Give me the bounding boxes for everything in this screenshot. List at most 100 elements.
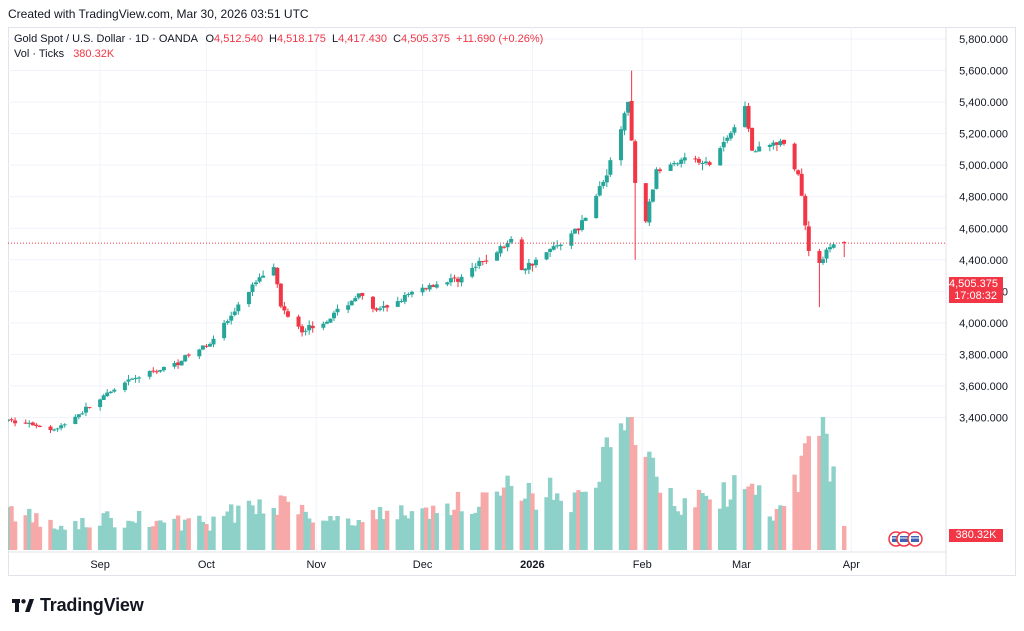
y-tick-label: 5,000.000 bbox=[959, 160, 1008, 172]
volume-bar bbox=[654, 476, 659, 550]
volume-bar bbox=[76, 529, 82, 550]
candle-body bbox=[236, 304, 241, 312]
legend-volume[interactable]: Vol · Ticks 380.32K bbox=[14, 48, 114, 60]
candle-body bbox=[498, 246, 503, 254]
volume-bar bbox=[310, 522, 315, 550]
tradingview-logo[interactable]: TradingView bbox=[12, 595, 144, 616]
grid-lines bbox=[8, 27, 946, 552]
volume-bar bbox=[593, 487, 599, 550]
candle-body bbox=[817, 251, 822, 263]
volume-bar bbox=[679, 514, 684, 550]
volume-bar bbox=[842, 525, 847, 550]
volume-bar bbox=[668, 488, 673, 550]
volume-bar bbox=[73, 521, 78, 550]
candle-body bbox=[693, 158, 698, 160]
volume-bar bbox=[360, 522, 365, 550]
candle-body bbox=[122, 382, 127, 391]
candle-body bbox=[569, 233, 574, 246]
volume-bar bbox=[576, 490, 581, 550]
volume-bar bbox=[136, 510, 142, 550]
volume-bar bbox=[225, 511, 230, 550]
volume-bar bbox=[299, 504, 305, 550]
volume-bar bbox=[62, 529, 67, 550]
volume-bar bbox=[321, 520, 326, 550]
candle-body bbox=[30, 422, 35, 426]
candle-body bbox=[200, 345, 205, 350]
y-tick-label: 4,800.000 bbox=[959, 192, 1008, 204]
volume-bar bbox=[260, 513, 266, 550]
legend-low-value: 4,417.430 bbox=[338, 33, 388, 45]
candle-body bbox=[80, 413, 85, 415]
candle-body bbox=[580, 220, 585, 230]
candle-body bbox=[307, 325, 312, 331]
candle-body bbox=[55, 428, 60, 430]
candle-body bbox=[229, 315, 234, 321]
candle-body bbox=[555, 245, 560, 247]
candle-body bbox=[246, 292, 251, 305]
volume-bar bbox=[108, 517, 113, 550]
candle-body bbox=[523, 268, 528, 271]
volume-bar bbox=[402, 515, 408, 550]
volume-bar bbox=[622, 430, 627, 550]
volume-bar bbox=[253, 514, 259, 550]
candle-body bbox=[370, 296, 375, 309]
volume-bar bbox=[34, 513, 39, 550]
volume-bar bbox=[257, 499, 262, 550]
candle-body bbox=[796, 170, 801, 175]
volume-bar bbox=[682, 498, 687, 550]
candle-body bbox=[8, 419, 10, 421]
candle-body bbox=[303, 330, 308, 332]
candle-body bbox=[83, 406, 88, 413]
y-tick-label: 4,400.000 bbox=[959, 255, 1008, 267]
price-chart[interactable]: 5,800.000 5,600.000 5,400.000 5,200.000 5,00… bbox=[8, 27, 1016, 576]
volume-bar bbox=[721, 482, 726, 550]
candle-body bbox=[87, 407, 92, 409]
candle-body bbox=[792, 143, 797, 170]
volume-bar bbox=[629, 417, 634, 550]
bar-countdown: 17:08:32 bbox=[954, 290, 997, 302]
candle-body bbox=[204, 345, 209, 347]
candle-body bbox=[161, 367, 166, 371]
candle-body bbox=[526, 262, 531, 270]
volume-bar bbox=[158, 520, 163, 550]
candle-body bbox=[803, 195, 808, 226]
candle-body bbox=[285, 311, 290, 317]
volume-bar bbox=[246, 500, 252, 550]
volume-bar bbox=[349, 525, 354, 550]
volume-bar bbox=[275, 514, 280, 550]
volume-bar bbox=[399, 505, 404, 550]
volume-bar bbox=[282, 496, 287, 550]
candle-body bbox=[505, 243, 510, 248]
candle-body bbox=[349, 300, 354, 306]
x-tick-label: Sep bbox=[90, 559, 110, 571]
candle-body bbox=[558, 244, 563, 247]
candle-body bbox=[608, 160, 613, 175]
volume-bar bbox=[427, 518, 432, 550]
x-tick-label: Feb bbox=[633, 559, 652, 571]
tradingview-logo-icon bbox=[12, 598, 34, 612]
volume-bar bbox=[555, 493, 560, 550]
candle-body bbox=[718, 148, 723, 166]
candle-body bbox=[629, 100, 634, 141]
volume-bar bbox=[23, 515, 28, 550]
volume-bar bbox=[494, 491, 500, 550]
candle-body bbox=[767, 144, 772, 147]
volume-bar bbox=[278, 495, 284, 550]
candle-body bbox=[73, 416, 78, 424]
volume-bar bbox=[335, 515, 340, 550]
candle-body bbox=[378, 308, 383, 310]
volume-bar bbox=[767, 516, 773, 550]
candle-body bbox=[52, 429, 57, 431]
volume-bar bbox=[8, 507, 11, 550]
volume-bar bbox=[229, 504, 234, 550]
candle-body bbox=[59, 425, 64, 429]
candle-body bbox=[530, 263, 535, 266]
candle-body bbox=[519, 239, 524, 271]
x-tick-label: Apr bbox=[843, 559, 860, 571]
candle-body bbox=[126, 379, 131, 382]
candle-body bbox=[225, 321, 230, 323]
volume-bar bbox=[604, 437, 610, 550]
candle-body bbox=[154, 371, 159, 373]
candle-body bbox=[360, 292, 365, 296]
legend-ohlc[interactable]: Gold Spot / U.S. Dollar · 1D · OANDA O4,… bbox=[14, 33, 543, 45]
